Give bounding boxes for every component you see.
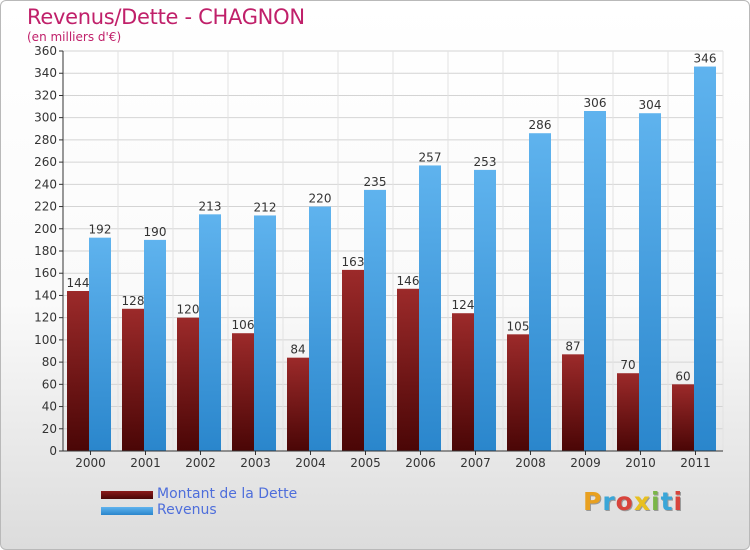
x-tick-label: 2007: [460, 456, 491, 470]
bar-dette: [397, 288, 419, 451]
x-tick-label: 2003: [240, 456, 271, 470]
legend-label-dette: Montant de la Dette: [157, 486, 298, 502]
chart-title: Revenus/Dette - CHAGNON: [27, 5, 305, 29]
x-tick-label: 2002: [185, 456, 216, 470]
proxiti-logo: Proxiti: [583, 487, 684, 516]
y-tick-label: 240: [34, 177, 57, 191]
x-tick-label: 2000: [75, 456, 106, 470]
data-label: 190: [144, 225, 167, 239]
bar-dette: [617, 373, 639, 451]
bar-revenus: [419, 165, 441, 451]
x-tick-label: 2010: [625, 456, 656, 470]
data-label: 306: [584, 96, 607, 110]
y-tick-label: 140: [34, 288, 57, 302]
bar-dette: [672, 384, 694, 451]
data-label: 105: [507, 319, 530, 333]
bar-revenus: [639, 113, 661, 451]
data-label: 213: [199, 199, 222, 213]
bar-revenus: [199, 214, 221, 451]
data-label: 60: [675, 369, 690, 383]
data-label: 257: [419, 150, 442, 164]
y-tick-label: 340: [34, 66, 57, 80]
x-tick-label: 2009: [570, 456, 601, 470]
y-tick-label: 280: [34, 133, 57, 147]
bar-revenus: [89, 237, 111, 451]
bar-dette: [67, 291, 89, 451]
y-tick-label: 120: [34, 311, 57, 325]
bar-revenus: [529, 133, 551, 451]
data-label: 253: [474, 155, 497, 169]
data-label: 87: [565, 339, 580, 353]
data-label: 163: [342, 255, 365, 269]
y-tick-label: 40: [42, 400, 57, 414]
data-label: 120: [177, 303, 200, 317]
y-tick-label: 220: [34, 200, 57, 214]
legend-label-revenus: Revenus: [157, 502, 217, 518]
data-label: 346: [694, 52, 717, 66]
bar-dette: [452, 313, 474, 451]
y-tick-label: 180: [34, 244, 57, 258]
bar-dette: [287, 357, 309, 451]
y-tick-label: 320: [34, 88, 57, 102]
data-label: 128: [122, 294, 145, 308]
bar-dette: [177, 317, 199, 451]
data-label: 144: [67, 276, 90, 290]
x-tick-label: 2011: [680, 456, 711, 470]
data-label: 304: [639, 98, 662, 112]
legend-swatch-revenus: [101, 507, 153, 515]
x-tick-label: 2004: [295, 456, 326, 470]
y-tick-label: 100: [34, 333, 57, 347]
y-tick-label: 160: [34, 266, 57, 280]
data-label: 84: [290, 343, 305, 357]
y-tick-label: 0: [49, 444, 57, 458]
data-label: 106: [232, 318, 255, 332]
bar-dette: [122, 308, 144, 451]
legend-swatch-dette: [101, 491, 153, 499]
bar-revenus: [364, 189, 386, 451]
bar-dette: [342, 269, 364, 451]
data-label: 235: [364, 175, 387, 189]
bar-revenus: [584, 111, 606, 451]
y-tick-label: 260: [34, 155, 57, 169]
y-tick-label: 60: [42, 377, 57, 391]
y-tick-label: 300: [34, 111, 57, 125]
y-tick-label: 80: [42, 355, 57, 369]
x-tick-label: 2005: [350, 456, 381, 470]
x-tick-label: 2008: [515, 456, 546, 470]
data-label: 212: [254, 200, 277, 214]
data-label: 70: [620, 358, 635, 372]
y-tick-label: 360: [34, 44, 57, 58]
bar-revenus: [309, 206, 331, 451]
bar-revenus: [254, 215, 276, 451]
data-label: 286: [529, 118, 552, 132]
y-tick-label: 20: [42, 422, 57, 436]
y-tick-label: 200: [34, 222, 57, 236]
bar-revenus: [474, 169, 496, 451]
data-label: 124: [452, 298, 475, 312]
bar-dette: [562, 354, 584, 451]
data-label: 146: [397, 274, 420, 288]
data-label: 192: [89, 223, 112, 237]
bar-dette: [232, 333, 254, 451]
data-label: 220: [309, 192, 332, 206]
bar-dette: [507, 334, 529, 451]
chart-subtitle: (en milliers d'€): [27, 30, 122, 44]
x-tick-label: 2001: [130, 456, 161, 470]
bar-revenus: [694, 66, 716, 452]
bar-revenus: [144, 239, 166, 451]
x-tick-label: 2006: [405, 456, 436, 470]
